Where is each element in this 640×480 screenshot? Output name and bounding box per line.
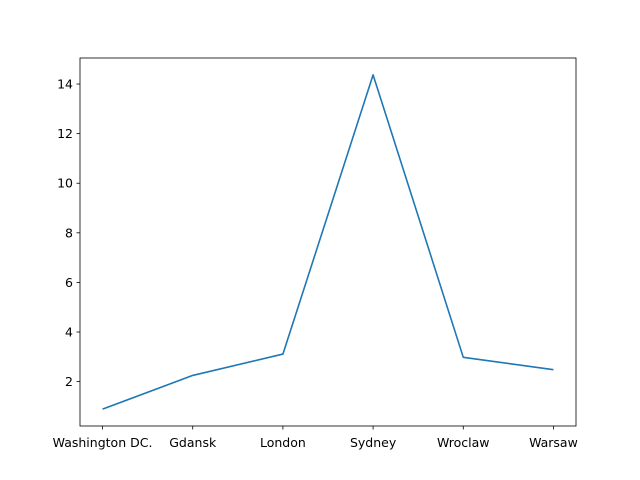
plot-frame xyxy=(79,57,577,427)
x-tick-label: Gdansk xyxy=(169,435,217,450)
y-axis: 2 4 6 8 10 12 14 xyxy=(57,77,80,389)
x-tick-label: London xyxy=(260,435,306,450)
y-tick-label: 8 xyxy=(65,225,73,240)
x-axis: Washington DC. Gdansk London Sydney Wroclaw W… xyxy=(53,426,578,450)
y-tick-label: 14 xyxy=(57,77,73,92)
x-tick-label: Wroclaw xyxy=(437,435,490,450)
y-tick-label: 12 xyxy=(57,126,73,141)
series-line xyxy=(102,74,554,410)
y-tick-label: 2 xyxy=(65,374,73,389)
y-tick-label: 10 xyxy=(57,176,73,191)
y-tick-label: 4 xyxy=(65,325,73,340)
x-tick-label: Warsaw xyxy=(529,435,578,450)
x-tick-label: Washington DC. xyxy=(53,435,153,450)
y-tick-label: 6 xyxy=(65,275,73,290)
x-tick-label: Sydney xyxy=(350,435,397,450)
